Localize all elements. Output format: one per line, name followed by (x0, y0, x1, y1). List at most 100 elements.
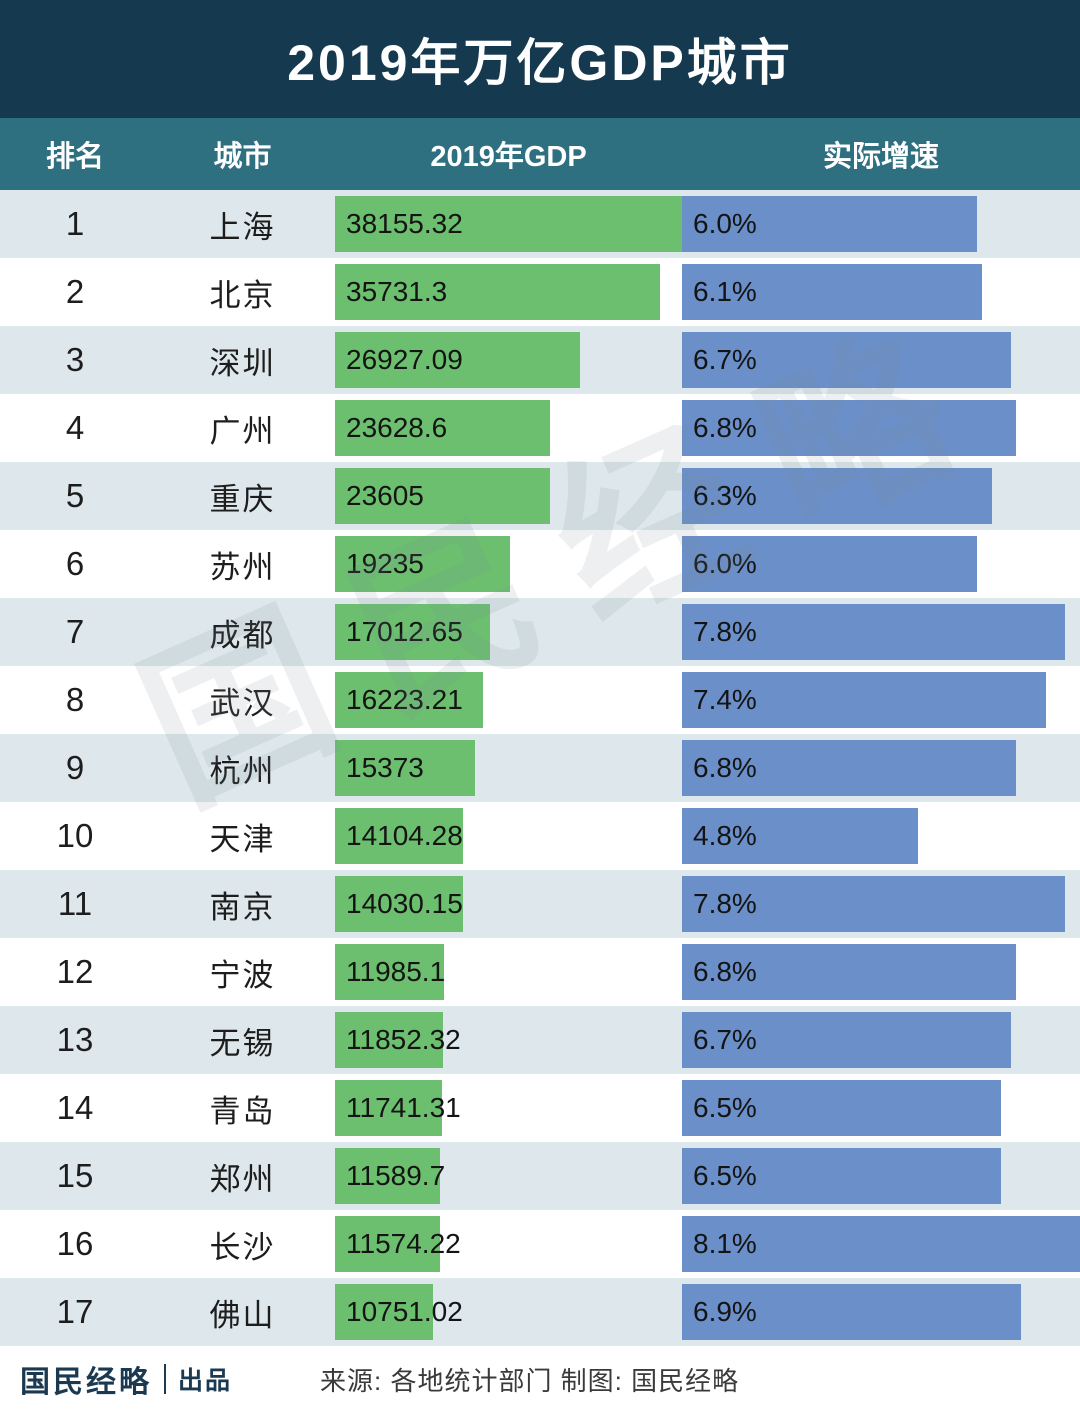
gdp-value-label: 10751.02 (346, 1296, 463, 1327)
gdp-bar (335, 1148, 441, 1204)
gdp-bar-track: 35731.3 (335, 258, 682, 326)
gdp-bar (335, 604, 490, 660)
rank-cell: 1 (65, 205, 85, 242)
gdp-value-label: 11852.32 (346, 1024, 461, 1055)
gdp-bar (335, 536, 510, 592)
city-cell: 郑州 (209, 1161, 276, 1197)
city-cell: 上海 (209, 209, 276, 245)
gdp-bar (335, 196, 682, 252)
gdp-bar-track: 11852.32 (335, 1006, 682, 1074)
growth-bar (682, 1080, 1002, 1136)
growth-bar-track: 6.7% (682, 1006, 1080, 1074)
gdp-value-label: 23605 (346, 480, 424, 511)
table-row: 13 无锡 11852.32 6.7% (0, 1006, 1080, 1074)
growth-value-label: 6.9% (693, 1296, 757, 1327)
city-cell: 成都 (209, 617, 276, 653)
growth-bar-track: 6.3% (682, 462, 1080, 530)
city-cell: 广州 (209, 413, 276, 449)
rank-cell: 10 (56, 817, 94, 854)
gdp-bar-track: 11741.31 (335, 1074, 682, 1142)
growth-bar (682, 1216, 1080, 1272)
table-row: 14 青岛 11741.31 6.5% (0, 1074, 1080, 1142)
table-row: 2 北京 35731.3 6.1% (0, 258, 1080, 326)
city-cell: 武汉 (209, 685, 276, 721)
growth-bar-track: 6.0% (682, 190, 1080, 258)
gdp-value-label: 35731.3 (346, 276, 448, 307)
gdp-value-label: 11589.7 (346, 1160, 446, 1191)
rank-cell: 9 (65, 749, 85, 786)
rank-cell: 12 (56, 953, 94, 990)
city-cell: 苏州 (209, 549, 276, 585)
gdp-bar (335, 264, 660, 320)
city-cell: 无锡 (209, 1025, 276, 1061)
gdp-value-label: 11985.1 (346, 956, 446, 987)
growth-value-label: 6.5% (693, 1160, 757, 1191)
table-row: 10 天津 14104.28 4.8% (0, 802, 1080, 870)
growth-value-label: 6.8% (693, 752, 757, 783)
gdp-value-label: 38155.32 (346, 208, 463, 239)
table-row: 5 重庆 23605 6.3% (0, 462, 1080, 530)
city-cell: 杭州 (209, 753, 276, 789)
growth-value-label: 6.0% (693, 548, 757, 579)
growth-value-label: 6.1% (693, 276, 757, 307)
growth-bar (682, 944, 1017, 1000)
rank-cell: 14 (56, 1089, 94, 1126)
rank-cell: 15 (56, 1157, 94, 1194)
source-note: 来源: 各地统计部门 制图: 国民经略 (320, 1365, 740, 1396)
gdp-bar (335, 468, 550, 524)
gdp-bar-track: 23605 (335, 462, 682, 530)
table-row: 6 苏州 19235 6.0% (0, 530, 1080, 598)
growth-bar-track: 4.8% (682, 802, 1080, 870)
gdp-bar (335, 332, 580, 388)
rank-cell: 5 (65, 477, 85, 514)
gdp-value-label: 14104.28 (346, 820, 463, 851)
city-cell: 天津 (209, 821, 276, 857)
gdp-value-label: 26927.09 (346, 344, 463, 375)
brand-suffix: 出品 (178, 1368, 233, 1395)
gdp-bar (335, 400, 550, 456)
rank-cell: 4 (65, 409, 85, 446)
gdp-bar-track: 10751.02 (335, 1278, 682, 1346)
brand-divider (164, 1364, 166, 1394)
rank-cell: 2 (65, 273, 85, 310)
gdp-value-label: 11574.22 (346, 1228, 461, 1259)
table-row: 8 武汉 16223.21 7.4% (0, 666, 1080, 734)
gdp-bar (335, 808, 464, 864)
growth-bar (682, 604, 1066, 660)
gdp-value-label: 15373 (346, 752, 424, 783)
column-header-gdp: 2019年GDP (430, 141, 587, 173)
gdp-bar-track: 14030.15 (335, 870, 682, 938)
city-cell: 重庆 (209, 481, 276, 517)
gdp-bar-track: 14104.28 (335, 802, 682, 870)
gdp-bar (335, 1216, 441, 1272)
growth-bar-track: 6.9% (682, 1278, 1080, 1346)
gdp-value-label: 17012.65 (346, 616, 463, 647)
gdp-bar-track: 17012.65 (335, 598, 682, 666)
growth-bar-track: 6.0% (682, 530, 1080, 598)
growth-value-label: 6.5% (693, 1092, 757, 1123)
growth-bar (682, 876, 1066, 932)
brand-name: 国民经略 (20, 1366, 152, 1399)
growth-bar-track: 6.7% (682, 326, 1080, 394)
gdp-bar (335, 1284, 433, 1340)
growth-bar (682, 400, 1017, 456)
gdp-bar-track: 11574.22 (335, 1210, 682, 1278)
growth-bar (682, 264, 982, 320)
gdp-bar-track: 11589.7 (335, 1142, 682, 1210)
growth-value-label: 6.7% (693, 344, 757, 375)
growth-value-label: 6.8% (693, 412, 757, 443)
growth-bar-track: 6.5% (682, 1074, 1080, 1142)
column-header-rank: 排名 (45, 141, 104, 173)
growth-bar (682, 808, 918, 864)
gdp-bar-track: 16223.21 (335, 666, 682, 734)
growth-value-label: 6.8% (693, 956, 757, 987)
gdp-bar (335, 944, 444, 1000)
growth-value-label: 7.4% (693, 684, 757, 715)
growth-bar-track: 6.8% (682, 938, 1080, 1006)
gdp-bar-track: 19235 (335, 530, 682, 598)
city-cell: 长沙 (209, 1229, 276, 1265)
rank-cell: 8 (65, 681, 85, 718)
gdp-bar (335, 1080, 442, 1136)
city-cell: 青岛 (209, 1093, 276, 1129)
growth-bar (682, 536, 977, 592)
